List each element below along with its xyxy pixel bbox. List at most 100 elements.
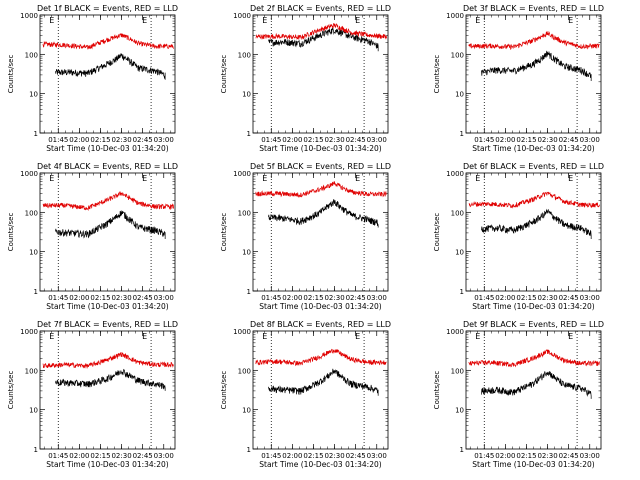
event-marker-label: E bbox=[568, 16, 573, 25]
event-marker-label: E bbox=[49, 332, 54, 341]
events-series-line bbox=[481, 208, 592, 239]
event-marker-label: E bbox=[355, 16, 360, 25]
x-axis-title: Start Time (10-Dec-03 01:34:20) bbox=[46, 144, 168, 153]
y-tick-label: 1 bbox=[34, 130, 38, 138]
x-tick-label: 02:45 bbox=[346, 294, 366, 302]
x-tick-label: 03:00 bbox=[367, 452, 387, 460]
y-tick-label: 100 bbox=[25, 51, 38, 59]
y-tick-label: 1 bbox=[460, 130, 464, 138]
x-tick-label: 01:45 bbox=[48, 452, 68, 460]
x-axis-title: Start Time (10-Dec-03 01:34:20) bbox=[259, 460, 381, 469]
plot-frame bbox=[465, 14, 602, 134]
x-tick-label: 02:15 bbox=[303, 452, 323, 460]
y-tick-label: 10 bbox=[242, 249, 251, 257]
y-tick-label: 10 bbox=[242, 407, 251, 415]
x-tick-label: 03:00 bbox=[367, 294, 387, 302]
event-marker-label: E bbox=[262, 332, 267, 341]
lld-series-line bbox=[468, 191, 600, 209]
event-marker-label: E bbox=[475, 174, 480, 183]
x-tick-label: 01:45 bbox=[261, 452, 281, 460]
y-tick-label: 1000 bbox=[20, 170, 38, 178]
event-marker-label: E bbox=[49, 16, 54, 25]
y-tick-label: 1000 bbox=[20, 12, 38, 20]
panel-title: Det 4f BLACK = Events, RED = LLD bbox=[37, 162, 178, 171]
event-marker-label: E bbox=[142, 332, 147, 341]
y-tick-label: 100 bbox=[238, 367, 251, 375]
x-tick-label: 01:45 bbox=[48, 136, 68, 144]
x-tick-label: 02:00 bbox=[69, 136, 89, 144]
events-series-line bbox=[55, 210, 166, 239]
y-tick-label: 1 bbox=[34, 446, 38, 454]
lld-series-line bbox=[255, 348, 387, 367]
x-tick-label: 03:00 bbox=[154, 452, 174, 460]
x-tick-label: 02:00 bbox=[282, 452, 302, 460]
y-tick-label: 100 bbox=[25, 209, 38, 217]
x-tick-label: 03:00 bbox=[154, 294, 174, 302]
x-axis-title: Start Time (10-Dec-03 01:34:20) bbox=[472, 302, 594, 311]
y-axis-title: Counts/sec bbox=[220, 55, 228, 94]
y-tick-label: 100 bbox=[238, 51, 251, 59]
panel-title: Det 3f BLACK = Events, RED = LLD bbox=[463, 4, 604, 13]
x-tick-label: 02:45 bbox=[346, 136, 366, 144]
y-tick-label: 1 bbox=[460, 288, 464, 296]
lld-series-line bbox=[42, 191, 174, 212]
x-tick-label: 02:15 bbox=[303, 136, 323, 144]
x-tick-label: 02:15 bbox=[516, 294, 536, 302]
event-marker-label: E bbox=[568, 332, 573, 341]
events-series-line bbox=[268, 27, 379, 52]
panel-1: Det 1f BLACK = Events, RED = LLD 1 10 100 10… bbox=[7, 4, 178, 153]
events-series-line bbox=[268, 368, 379, 396]
y-tick-label: 100 bbox=[451, 367, 464, 375]
y-tick-label: 1000 bbox=[446, 12, 464, 20]
plot-frame bbox=[39, 330, 176, 450]
y-tick-label: 100 bbox=[451, 209, 464, 217]
x-tick-label: 02:00 bbox=[282, 136, 302, 144]
plot-frame bbox=[465, 172, 602, 292]
x-tick-label: 02:45 bbox=[133, 136, 153, 144]
x-tick-label: 02:15 bbox=[90, 136, 110, 144]
plot-frame bbox=[252, 172, 389, 292]
panel-title: Det 2f BLACK = Events, RED = LLD bbox=[250, 4, 391, 13]
x-tick-label: 02:15 bbox=[516, 136, 536, 144]
lld-series-line bbox=[42, 33, 174, 50]
y-axis-title: Counts/sec bbox=[7, 213, 15, 252]
x-tick-label: 02:15 bbox=[516, 452, 536, 460]
lld-series-line bbox=[42, 351, 174, 369]
x-tick-label: 01:45 bbox=[261, 294, 281, 302]
x-tick-label: 01:45 bbox=[474, 294, 494, 302]
x-tick-label: 02:30 bbox=[111, 294, 131, 302]
y-tick-label: 10 bbox=[29, 407, 38, 415]
x-tick-label: 02:45 bbox=[133, 294, 153, 302]
y-tick-label: 10 bbox=[242, 91, 251, 99]
lld-series-line bbox=[255, 22, 387, 41]
panel-7: Det 7f BLACK = Events, RED = LLD 1 10 100 10… bbox=[7, 320, 178, 469]
x-axis-title: Start Time (10-Dec-03 01:34:20) bbox=[259, 144, 381, 153]
x-tick-label: 03:00 bbox=[580, 136, 600, 144]
panel-6: Det 6f BLACK = Events, RED = LLD 1 10 100 10… bbox=[433, 162, 604, 311]
x-tick-label: 01:45 bbox=[261, 136, 281, 144]
event-marker-label: E bbox=[142, 174, 147, 183]
y-tick-label: 1 bbox=[34, 288, 38, 296]
x-tick-label: 02:00 bbox=[69, 452, 89, 460]
y-tick-label: 10 bbox=[29, 91, 38, 99]
y-tick-label: 1000 bbox=[233, 170, 251, 178]
x-tick-label: 02:15 bbox=[90, 452, 110, 460]
x-tick-label: 02:45 bbox=[346, 452, 366, 460]
y-tick-label: 1 bbox=[247, 130, 251, 138]
y-axis-title: Counts/sec bbox=[7, 371, 15, 410]
panel-title: Det 1f BLACK = Events, RED = LLD bbox=[37, 4, 178, 13]
y-tick-label: 1000 bbox=[20, 328, 38, 336]
event-marker-label: E bbox=[475, 16, 480, 25]
x-axis-title: Start Time (10-Dec-03 01:34:20) bbox=[46, 460, 168, 469]
events-series-line bbox=[268, 199, 379, 228]
x-tick-label: 03:00 bbox=[580, 452, 600, 460]
x-tick-label: 02:15 bbox=[303, 294, 323, 302]
y-tick-label: 10 bbox=[455, 407, 464, 415]
y-tick-label: 1 bbox=[247, 288, 251, 296]
x-tick-label: 02:30 bbox=[537, 136, 557, 144]
x-tick-label: 02:30 bbox=[111, 452, 131, 460]
event-marker-label: E bbox=[355, 332, 360, 341]
x-tick-label: 03:00 bbox=[154, 136, 174, 144]
x-axis-title: Start Time (10-Dec-03 01:34:20) bbox=[46, 302, 168, 311]
